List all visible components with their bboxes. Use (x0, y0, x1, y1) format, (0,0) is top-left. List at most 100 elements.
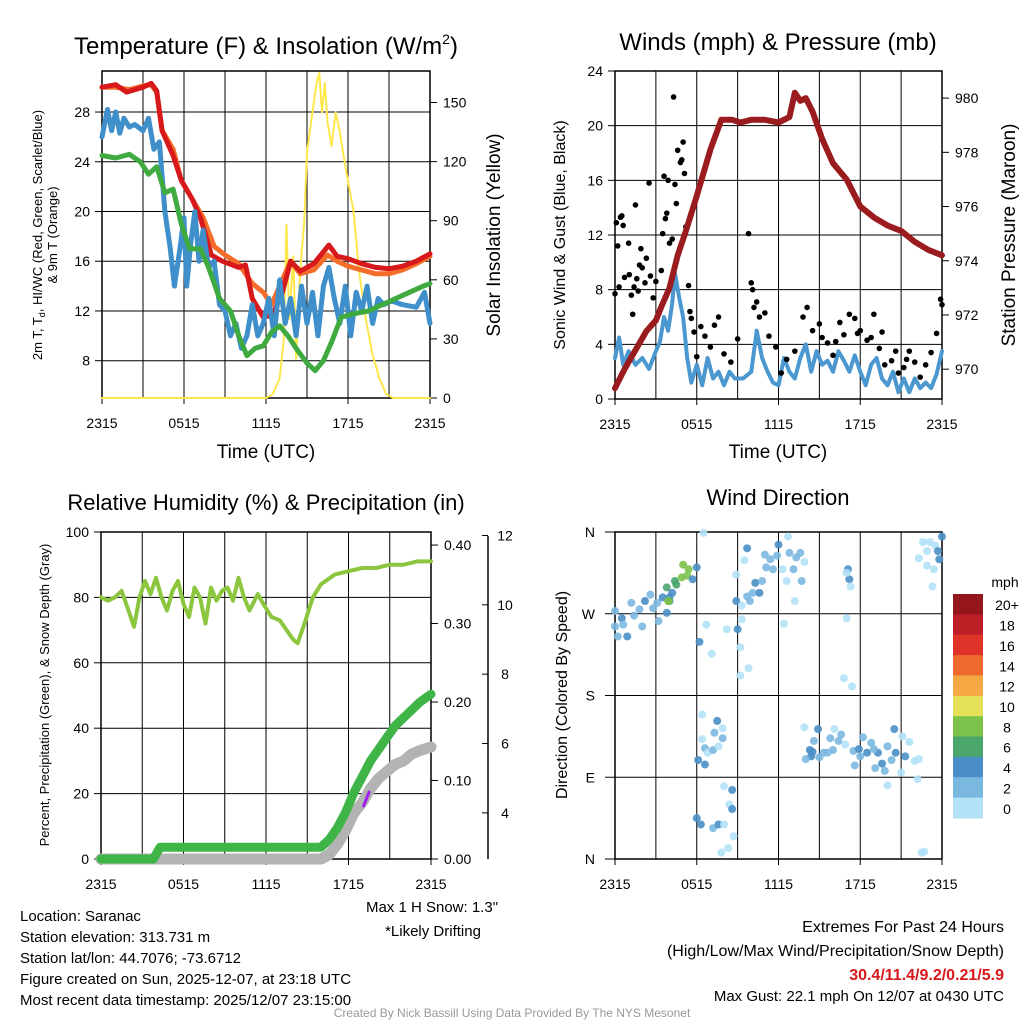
gust-point (748, 280, 755, 286)
direction-point (814, 725, 823, 734)
gust-point (653, 278, 659, 285)
gust-point (669, 236, 676, 242)
gust-point (632, 202, 639, 208)
max-gust-text: Max Gust: 22.1 mph On 12/07 at 0430 UTC (713, 988, 1004, 1005)
x-tick-label: 1115 (764, 416, 793, 432)
x-tick-label: 2315 (599, 416, 630, 432)
y2-tick-label: 0.30 (444, 616, 471, 632)
colorbar-label: 2 (1003, 780, 1011, 796)
snow-tick-label: 8 (501, 666, 509, 682)
x-tick-label: 2315 (599, 876, 630, 892)
snow-tick-label: 12 (497, 527, 513, 543)
x-tick-label: 0515 (681, 876, 712, 892)
colorbar-swatch (953, 695, 983, 717)
gust-point (673, 200, 680, 207)
direction-point (914, 755, 923, 764)
x-tick-label: 2315 (926, 416, 957, 432)
direction-point (923, 561, 932, 570)
gust-point (711, 322, 718, 329)
direction-point (718, 724, 727, 733)
y-tick-label: 100 (66, 524, 90, 540)
colorbar-label: 8 (1003, 719, 1011, 735)
direction-point (702, 620, 711, 629)
y2-tick-label: 90 (443, 213, 459, 229)
gust-point (837, 319, 843, 326)
y2-tick-label: 30 (443, 331, 459, 347)
snow-tick-label: 4 (501, 805, 509, 821)
y-tick-label: 16 (587, 172, 603, 188)
gust-point (634, 275, 640, 282)
x-tick-label: 0515 (168, 415, 199, 431)
direction-point (782, 577, 791, 586)
colorbar-swatch (953, 614, 983, 636)
direction-point (699, 528, 708, 537)
y-tick-label: 16 (74, 253, 90, 269)
y2-tick-label: 0.40 (444, 537, 471, 553)
winds-ylabel: Sonic Wind & Gust (Blue, Black) (552, 120, 569, 349)
y2-tick-label: 120 (443, 154, 467, 170)
direction-tick-label: N (585, 851, 595, 867)
temp-ylabel: 2m T, Td, HI/WC (Red, Green, Scarlet/Blu… (30, 110, 47, 360)
x-tick-label: 1715 (333, 876, 364, 892)
direction-point (744, 664, 753, 673)
x-tick-label: 1715 (332, 415, 363, 431)
direction-point (858, 733, 867, 742)
gust-point (766, 333, 772, 339)
direction-point (762, 563, 771, 572)
gust-point (917, 374, 923, 380)
direction-tick-label: W (582, 606, 596, 622)
credit-text: Created By Nick Bassill Using Data Provi… (333, 1006, 691, 1020)
gust-point (895, 370, 902, 376)
gust-point (625, 240, 632, 246)
y2-tick-label: 150 (443, 95, 467, 111)
direction-point (800, 723, 809, 732)
direction-point (834, 736, 843, 745)
gust-point (687, 308, 693, 315)
direction-point (684, 565, 693, 574)
direction-point (653, 598, 662, 607)
direction-point (830, 725, 839, 734)
gust-point (638, 245, 644, 252)
y-tick-label: 8 (595, 282, 603, 298)
direction-point (890, 725, 899, 734)
direction-panel-title: Wind Direction (706, 485, 849, 510)
gust-point (631, 284, 637, 290)
y-tick-label: 60 (73, 655, 89, 671)
x-tick-label: 0515 (681, 416, 712, 432)
direction-point (901, 752, 910, 761)
colorbar-swatch (953, 675, 983, 697)
colorbar-label: 18 (999, 618, 1015, 634)
direction-point (736, 643, 745, 652)
gust-point (639, 265, 646, 271)
series-snow-depth (95, 741, 437, 865)
legend-title: mph (991, 574, 1018, 590)
gust-point (658, 267, 665, 274)
gust-point (937, 296, 944, 303)
direction-point (933, 547, 942, 556)
x-tick-label: 2315 (414, 415, 445, 431)
gust-point (688, 315, 695, 322)
direction-point (826, 734, 835, 743)
gust-point (816, 321, 823, 327)
direction-point (898, 732, 907, 741)
direction-point (662, 608, 671, 617)
gust-point (928, 349, 934, 356)
y2-tick-label: 60 (443, 272, 459, 288)
direction-point (745, 597, 754, 606)
direction-point (883, 742, 892, 751)
x-tick-label: 1115 (251, 876, 280, 892)
direction-point (611, 607, 619, 616)
direction-point (784, 532, 793, 541)
direction-point (617, 614, 626, 623)
gust-point (643, 255, 650, 262)
direction-point (698, 710, 707, 719)
elevation-text: Station elevation: 313.731 m (20, 929, 211, 946)
direction-point (905, 737, 914, 746)
direction-point (766, 555, 775, 564)
x-tick-label: 2315 (86, 415, 117, 431)
gust-point (619, 213, 625, 219)
y2-tick-label: 0.20 (444, 694, 471, 710)
gust-point (612, 290, 618, 297)
direction-point (829, 746, 837, 754)
gust-point (864, 337, 870, 344)
